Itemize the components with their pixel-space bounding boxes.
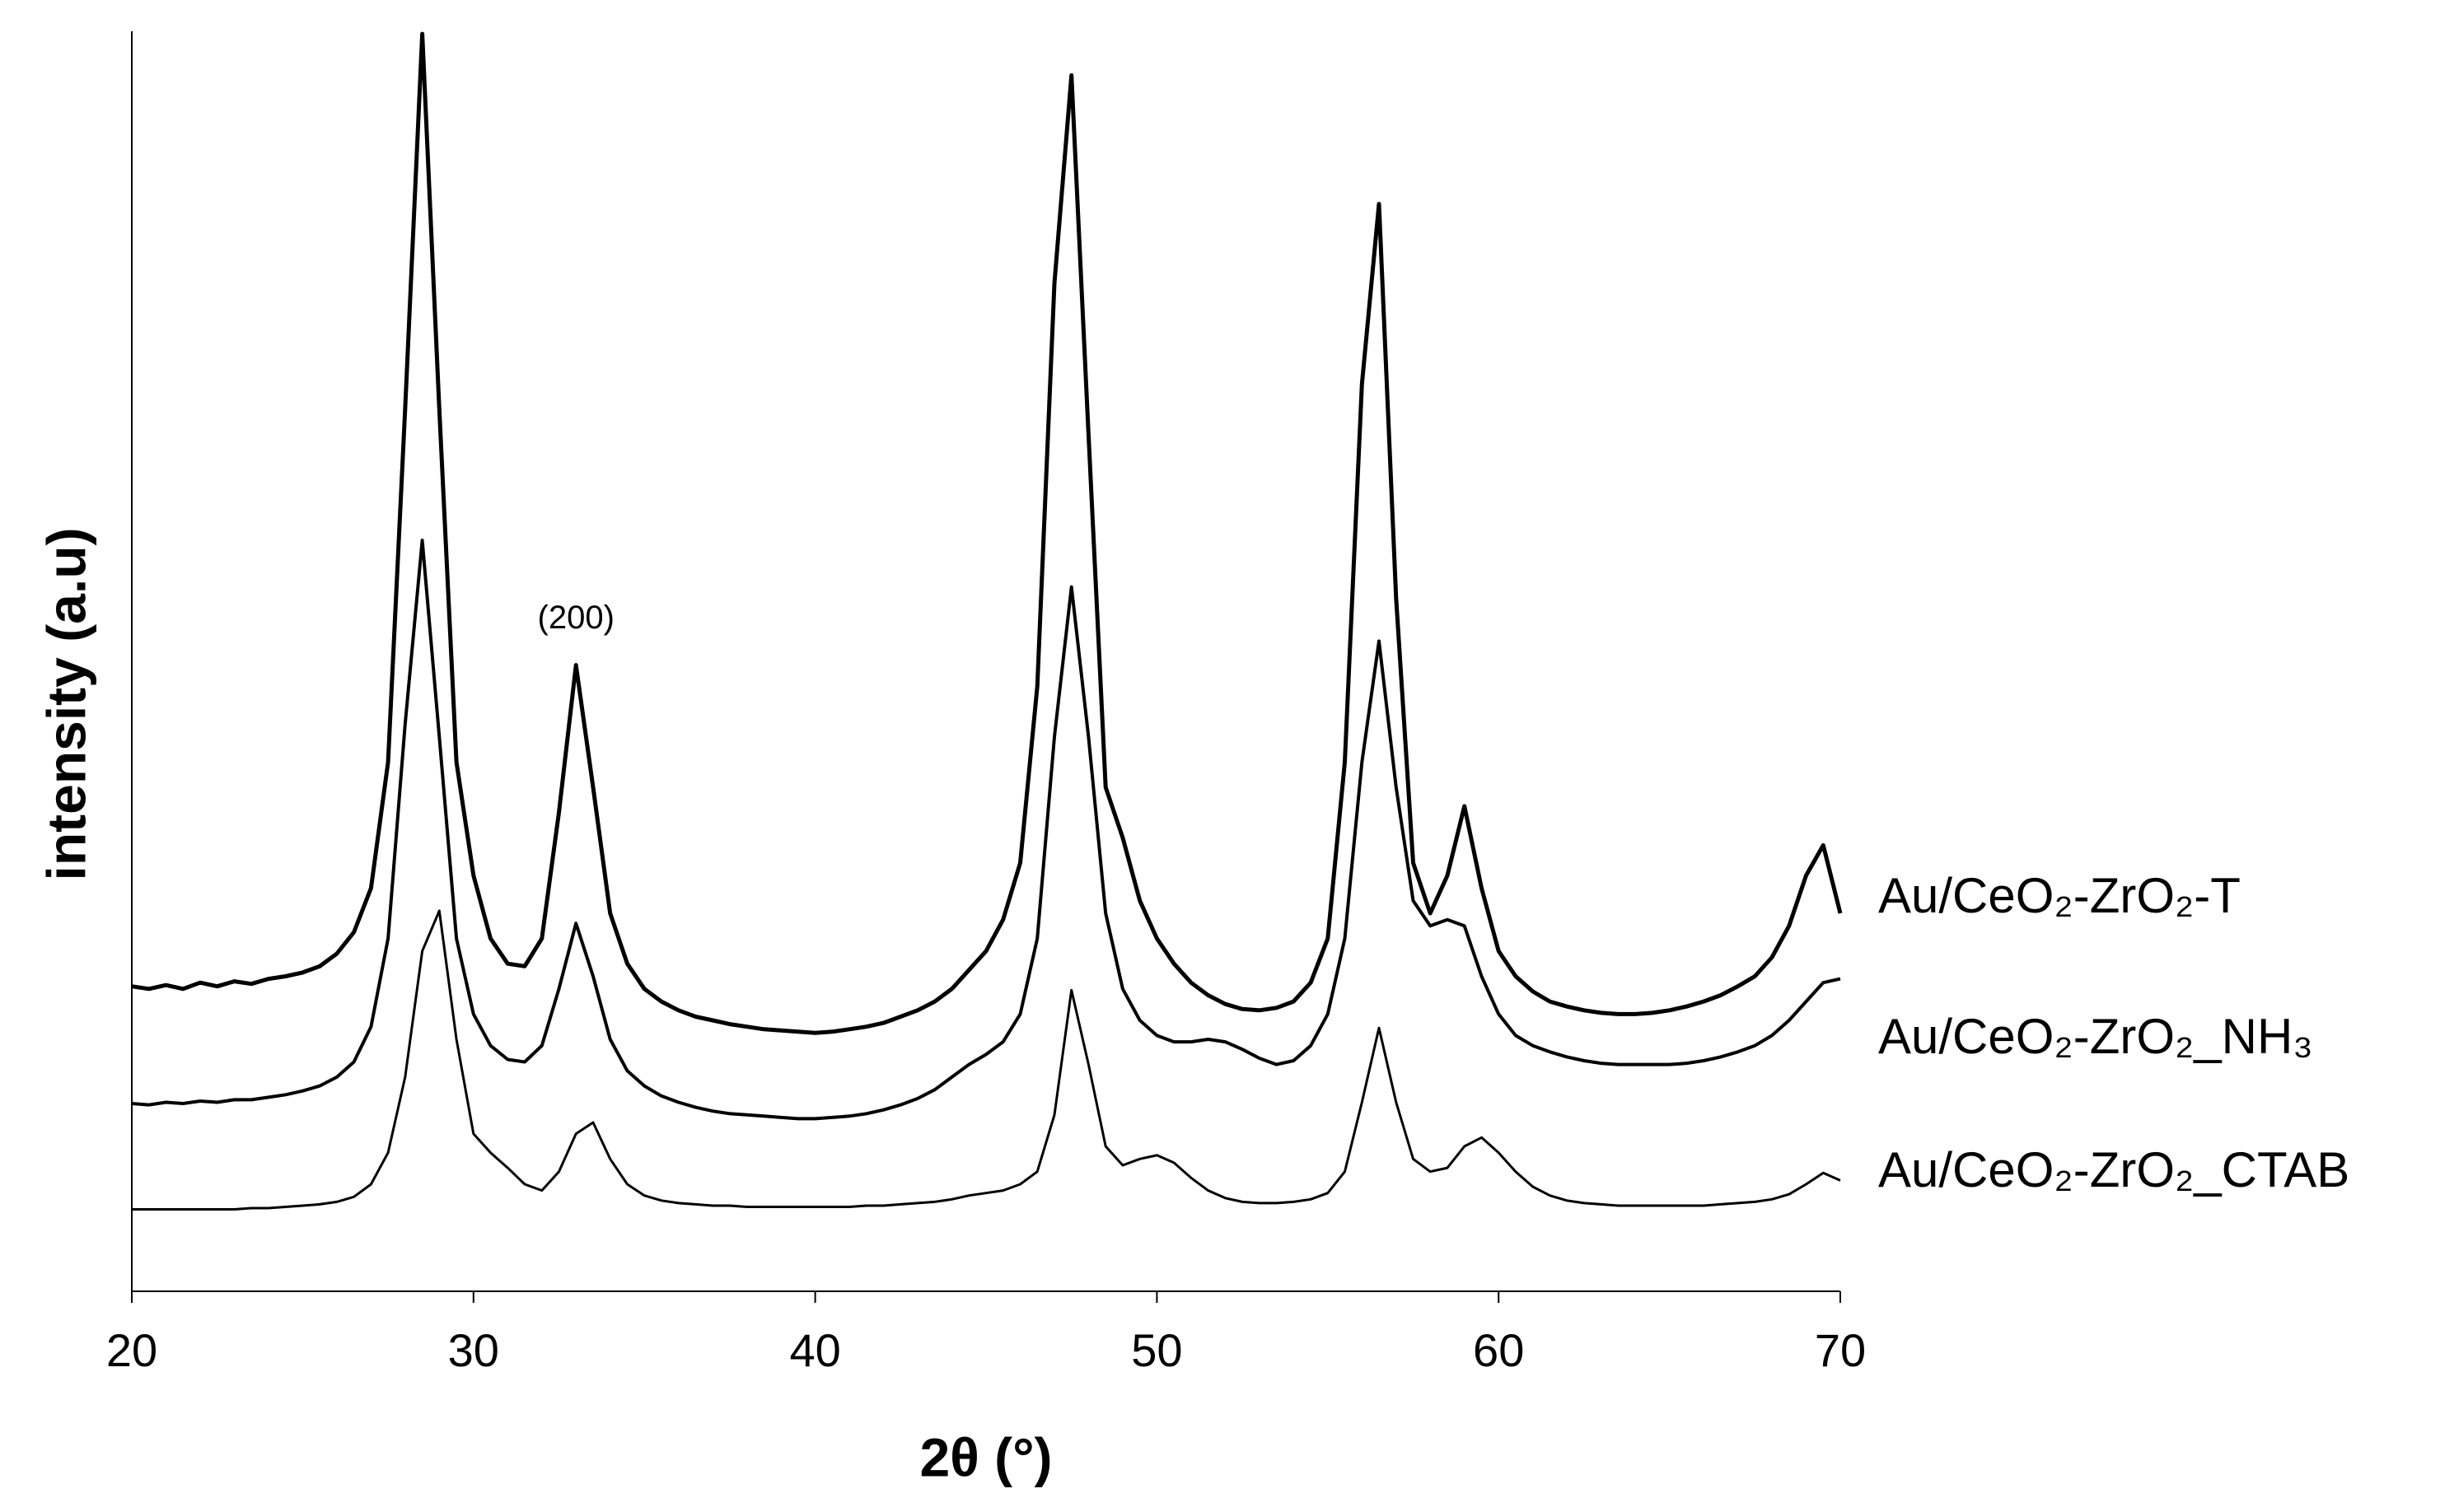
y-axis-title: intensity (a.u) xyxy=(35,527,96,880)
x-tick-label: 20 xyxy=(106,1324,157,1376)
legend-label: Au/CeO₂-ZrO₂_NH₃ xyxy=(1878,1009,2313,1064)
annotation: (200) xyxy=(538,600,615,636)
legend-label: Au/CeO₂-ZrO₂-T xyxy=(1878,868,2241,923)
x-tick-label: 30 xyxy=(448,1324,499,1376)
x-tick-label: 40 xyxy=(789,1324,840,1376)
x-tick-label: 60 xyxy=(1473,1324,1524,1376)
x-axis-title: 2θ (°) xyxy=(919,1426,1052,1487)
series-line xyxy=(132,909,1841,1211)
series-line xyxy=(131,31,1843,1035)
x-tick-label: 70 xyxy=(1815,1324,1866,1376)
legend-label: Au/CeO₂-ZrO₂_CTAB xyxy=(1878,1142,2349,1197)
x-tick-label: 50 xyxy=(1131,1324,1182,1376)
series-line xyxy=(131,539,1841,1121)
